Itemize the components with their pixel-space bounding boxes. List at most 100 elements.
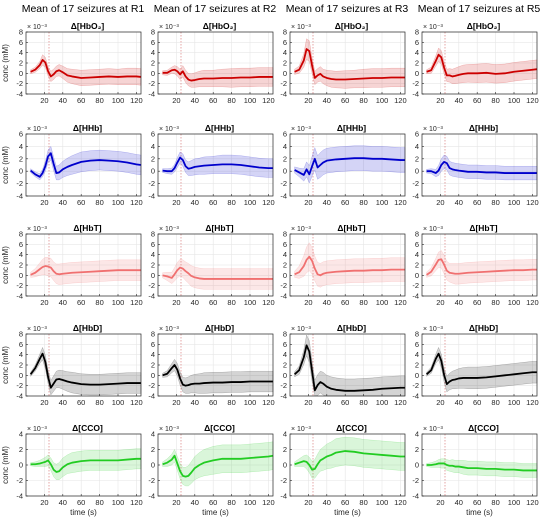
- x-tick-label: 60: [77, 96, 85, 105]
- y-tick-label: 4: [283, 350, 287, 359]
- y-tick-label: 0: [19, 271, 23, 280]
- y-tick-label: 8: [151, 330, 155, 339]
- x-tick-label: 100: [376, 298, 389, 307]
- y-tick-label: 8: [415, 230, 419, 239]
- x-tick-label: 120: [394, 398, 407, 407]
- y-tick-label: 6: [19, 340, 23, 349]
- x-tick-label: 40: [59, 96, 67, 105]
- y-tick-label: -2: [412, 476, 419, 485]
- y-tick-label: -2: [148, 476, 155, 485]
- x-tick-label: 40: [191, 298, 199, 307]
- y-axis-label: conc (mM): [1, 346, 10, 384]
- y-tick-label: 2: [415, 261, 419, 270]
- y-tick-label: -2: [412, 281, 419, 290]
- x-tick-label: 100: [112, 498, 125, 507]
- y-tick-label: 0: [415, 461, 419, 470]
- exponent-label: × 10⁻³: [423, 126, 444, 133]
- panel-title: Δ[HbD]: [205, 323, 234, 333]
- exponent-label: × 10⁻³: [27, 226, 48, 233]
- y-tick-label: 0: [283, 69, 287, 78]
- y-tick-label: 4: [283, 430, 287, 439]
- exponent-label: × 10⁻³: [291, 426, 312, 433]
- x-tick-label: 20: [40, 498, 48, 507]
- panel-title: Δ[HbT]: [337, 223, 365, 233]
- x-tick-label: 20: [172, 498, 180, 507]
- x-tick-label: 60: [77, 198, 85, 207]
- x-tick-label: 100: [508, 398, 521, 407]
- y-axis-label: conc (mM): [1, 246, 10, 284]
- x-tick-label: 40: [323, 298, 331, 307]
- y-tick-label: 2: [415, 445, 419, 454]
- exponent-label: × 10⁻³: [159, 226, 180, 233]
- panel-title: Δ[HbO₂]: [467, 21, 501, 31]
- y-tick-label: 0: [19, 167, 23, 176]
- mean-line: [426, 160, 537, 174]
- y-tick-label: -2: [148, 79, 155, 88]
- y-tick-label: -2: [148, 381, 155, 390]
- exponent-label: × 10⁻³: [423, 226, 444, 233]
- panel-r1-row-4: 20 40 60 80 100 120 -4 -202 468 × 10⁻³ Δ[HbD] conc …: [1, 323, 143, 407]
- x-tick-label: 60: [209, 96, 217, 105]
- y-tick-label: -4: [16, 292, 23, 301]
- y-tick-label: 4: [151, 48, 155, 57]
- exponent-label: × 10⁻³: [423, 426, 444, 433]
- y-tick-label: -4: [280, 492, 287, 501]
- x-tick-label: 80: [491, 96, 499, 105]
- mean-line: [426, 53, 538, 78]
- x-tick-label: 120: [526, 498, 539, 507]
- x-tick-label: 80: [359, 298, 367, 307]
- y-tick-label: 8: [19, 230, 23, 239]
- y-tick-label: 6: [283, 240, 287, 249]
- y-tick-label: 4: [415, 430, 419, 439]
- x-tick-label: 60: [341, 198, 349, 207]
- y-tick-label: -4: [412, 392, 419, 401]
- x-tick-label: 100: [112, 298, 125, 307]
- x-tick-label: 80: [227, 498, 235, 507]
- y-tick-label: 4: [19, 48, 23, 57]
- panel-title: Δ[HbO₂]: [335, 21, 369, 31]
- y-tick-label: -4: [16, 492, 23, 501]
- y-tick-label: 4: [283, 142, 287, 151]
- exponent-label: × 10⁻³: [27, 126, 48, 133]
- mean-line: [162, 454, 274, 478]
- y-tick-label: 0: [19, 461, 23, 470]
- y-tick-label: 6: [283, 130, 287, 139]
- x-tick-label: 120: [262, 398, 275, 407]
- x-tick-label: 60: [209, 298, 217, 307]
- panel-title: Δ[HbD]: [73, 323, 102, 333]
- y-tick-label: 0: [283, 167, 287, 176]
- column-title-r2: Mean of 17 seizures at R2: [154, 3, 277, 15]
- panel-r1-row-1: 20 40 60 80 100 120 -4 -202 468 × 10⁻³ Δ[HbO₂] conc…: [1, 21, 143, 105]
- panel-r1-row-5: 20 40 60 80 100 120 -4 -2 0 2 4 × 10⁻³ Δ[CCO] conc (m…: [1, 423, 143, 517]
- x-tick-label: 40: [455, 398, 463, 407]
- y-tick-label: 2: [415, 59, 419, 68]
- exponent-label: × 10⁻³: [27, 24, 48, 31]
- exponent-label: × 10⁻³: [291, 24, 312, 31]
- x-tick-label: 60: [209, 498, 217, 507]
- x-tick-label: 60: [77, 298, 85, 307]
- x-tick-label: 40: [59, 298, 67, 307]
- x-tick-label: 120: [526, 198, 539, 207]
- panel-r5-row-5: 20 40 60 80 100 120 -4 -2 0 2 4 × 10⁻³ Δ[CCO] time (s…: [412, 423, 538, 517]
- mean-line: [293, 344, 405, 392]
- panel-title: Δ[CCO]: [336, 423, 367, 433]
- x-tick-label: 40: [323, 398, 331, 407]
- mean-line: [162, 266, 273, 280]
- y-tick-label: 6: [415, 340, 419, 349]
- exponent-label: × 10⁻³: [291, 326, 312, 333]
- y-tick-label: 4: [283, 250, 287, 259]
- y-tick-label: -2: [280, 79, 287, 88]
- y-tick-label: -2: [148, 179, 155, 188]
- panel-title: Δ[HHb]: [337, 123, 366, 133]
- mean-line: [30, 59, 142, 79]
- x-tick-label: 40: [323, 498, 331, 507]
- y-tick-label: 6: [19, 38, 23, 47]
- x-tick-label: 100: [244, 398, 257, 407]
- x-tick-label: 100: [244, 298, 257, 307]
- y-tick-label: 2: [19, 261, 23, 270]
- x-tick-label: 20: [436, 298, 444, 307]
- x-tick-label: 20: [304, 298, 312, 307]
- y-tick-label: -2: [280, 281, 287, 290]
- x-tick-label: 40: [323, 198, 331, 207]
